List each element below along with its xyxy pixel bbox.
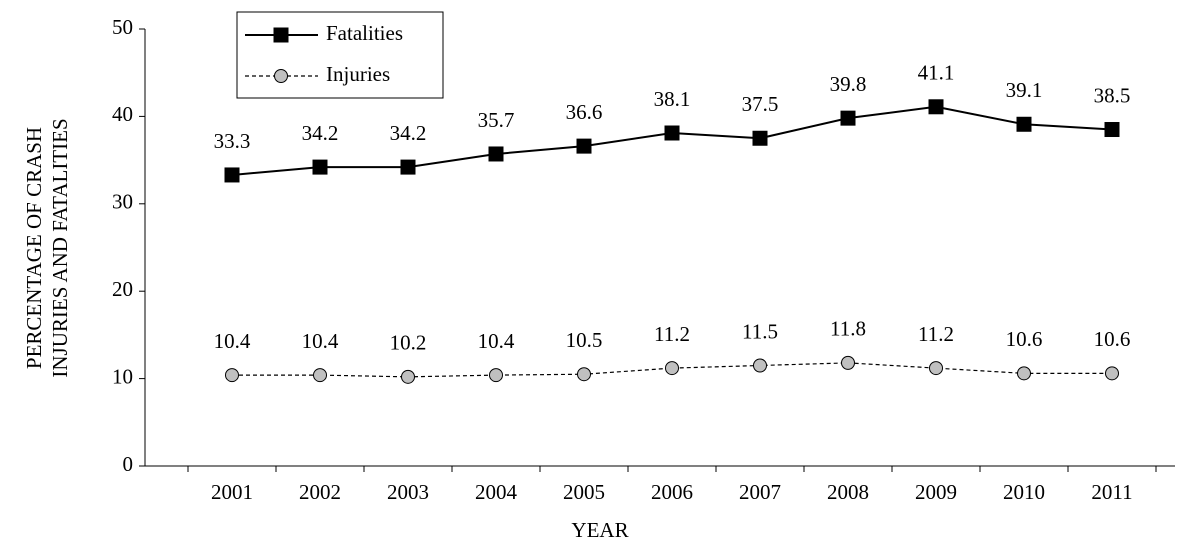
y-tick-label: 30 xyxy=(112,190,133,214)
y-tick-label: 10 xyxy=(112,364,133,388)
series-line xyxy=(231,105,1113,176)
data-point xyxy=(1017,366,1031,381)
data-point xyxy=(312,159,328,175)
data-point xyxy=(576,138,592,154)
data-point xyxy=(1104,122,1120,138)
data-point xyxy=(400,159,416,175)
x-tick-label: 2007 xyxy=(739,480,781,504)
data-label: 10.2 xyxy=(390,331,427,355)
y-axis-label: PERCENTAGE OF CRASH xyxy=(22,127,46,369)
data-label: 11.2 xyxy=(918,322,954,346)
legend-marker xyxy=(273,27,289,43)
data-point xyxy=(225,368,239,383)
data-label: 10.4 xyxy=(478,329,515,353)
data-point xyxy=(928,99,944,115)
data-label: 11.8 xyxy=(830,317,866,341)
data-label: 10.4 xyxy=(214,329,251,353)
data-point xyxy=(401,369,415,384)
x-tick-label: 2002 xyxy=(299,480,341,504)
data-label: 10.6 xyxy=(1006,327,1043,351)
data-point xyxy=(313,368,327,383)
legend-marker xyxy=(274,69,288,83)
data-point xyxy=(929,361,943,376)
data-point xyxy=(752,130,768,146)
data-label: 11.5 xyxy=(742,319,778,343)
data-point xyxy=(224,167,240,183)
y-axis-label: INJURIES AND FATALITIES xyxy=(48,118,72,377)
data-label: 10.6 xyxy=(1094,327,1131,351)
y-tick-label: 50 xyxy=(112,15,133,39)
data-label: 33.3 xyxy=(214,129,251,153)
x-tick-label: 2004 xyxy=(475,480,518,504)
data-label: 11.2 xyxy=(654,322,690,346)
data-label: 34.2 xyxy=(302,121,339,145)
data-label: 10.5 xyxy=(566,328,603,352)
data-point xyxy=(577,367,591,382)
x-tick-label: 2009 xyxy=(915,480,957,504)
data-point xyxy=(841,355,855,370)
x-tick-label: 2001 xyxy=(211,480,253,504)
x-tick-label: 2003 xyxy=(387,480,429,504)
x-tick-label: 2008 xyxy=(827,480,869,504)
data-label: 38.5 xyxy=(1094,83,1131,107)
data-point xyxy=(665,361,679,376)
data-point xyxy=(489,368,503,383)
data-label: 10.4 xyxy=(302,329,339,353)
legend-box xyxy=(236,11,444,99)
data-label: 37.5 xyxy=(742,92,779,116)
data-label: 41.1 xyxy=(918,61,955,85)
x-tick-label: 2011 xyxy=(1091,480,1132,504)
data-point xyxy=(753,358,767,373)
y-tick-label: 40 xyxy=(112,102,133,126)
data-label: 35.7 xyxy=(478,108,515,132)
data-label: 38.1 xyxy=(654,87,691,111)
data-point xyxy=(1016,116,1032,132)
data-point xyxy=(1105,366,1119,381)
y-tick-label: 20 xyxy=(112,277,133,301)
x-tick-label: 2005 xyxy=(563,480,605,504)
x-tick-label: 2010 xyxy=(1003,480,1045,504)
y-tick-label: 0 xyxy=(123,452,134,476)
data-label: 34.2 xyxy=(390,121,427,145)
data-point xyxy=(488,146,504,162)
x-axis-label: YEAR xyxy=(571,518,628,542)
data-label: 39.8 xyxy=(830,72,867,96)
data-point xyxy=(664,125,680,141)
x-tick-label: 2006 xyxy=(651,480,693,504)
data-label: 36.6 xyxy=(566,100,603,124)
legend-label: Injuries xyxy=(326,62,390,86)
legend-label: Fatalities xyxy=(326,21,403,45)
data-point xyxy=(840,110,856,126)
data-label: 39.1 xyxy=(1006,78,1043,102)
